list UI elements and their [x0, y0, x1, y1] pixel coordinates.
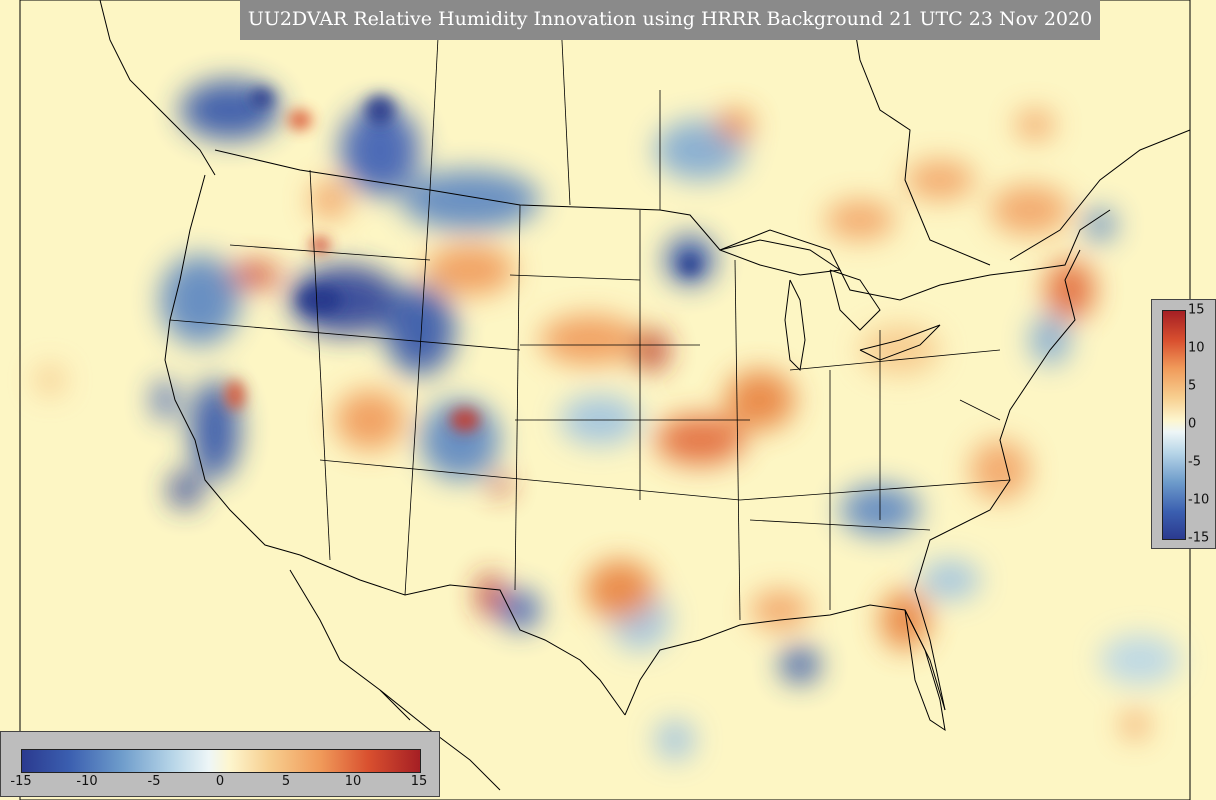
- colorbar-tick-label: -15: [10, 774, 32, 789]
- map-outlines: [99, 0, 1191, 791]
- us-mexico-border: [299, 554, 626, 716]
- lake-erie: [859, 324, 941, 361]
- colorbar-tick-label: 10: [344, 774, 362, 789]
- colorbar-tick-label: 0: [1188, 416, 1197, 432]
- colorbar-vertical-gradient: [1162, 310, 1186, 540]
- colorbar-tick-label: -10: [76, 774, 98, 789]
- lake-huron: [829, 269, 881, 331]
- colorbar-tick-label: 5: [281, 774, 291, 789]
- lake-michigan: [784, 279, 806, 372]
- colorbar-tick-label: 15: [1188, 302, 1205, 318]
- colorbar-tick-label: -5: [1188, 454, 1201, 470]
- colorbar-horizontal-gradient: [21, 749, 421, 773]
- colorbar-tick-label: 0: [215, 774, 225, 789]
- east-coast: [914, 249, 1081, 711]
- state-borders: [169, 0, 1011, 621]
- colorbar-tick-label: -10: [1188, 492, 1210, 508]
- colorbar-tick-label: -5: [147, 774, 161, 789]
- colorbar-tick-label: 5: [1188, 378, 1197, 394]
- us-canada-border: [214, 149, 1111, 301]
- colorbar-horizontal: -15 -10 -5 0 5 10 15: [0, 731, 440, 797]
- canada-coast-north: [99, 0, 216, 176]
- colorbar-tick-label: 10: [1188, 340, 1205, 356]
- anomaly-detail: [225, 88, 700, 432]
- colorbar-tick-label: 15: [410, 774, 428, 789]
- colorbar-tick-label: -15: [1188, 530, 1210, 546]
- map-title: UU2DVAR Relative Humidity Innovation usi…: [240, 0, 1100, 40]
- florida-outline: [904, 609, 946, 732]
- mexico-pacific-coast: [379, 689, 501, 791]
- us-west-coast: [164, 174, 301, 556]
- colorbar-vertical: 15 10 5 0 -5 -10 -15: [1151, 299, 1216, 549]
- hudson-bay-shore: [849, 0, 991, 266]
- st-lawrence: [1009, 129, 1191, 261]
- baja-coast: [289, 569, 411, 721]
- lake-superior: [719, 239, 842, 276]
